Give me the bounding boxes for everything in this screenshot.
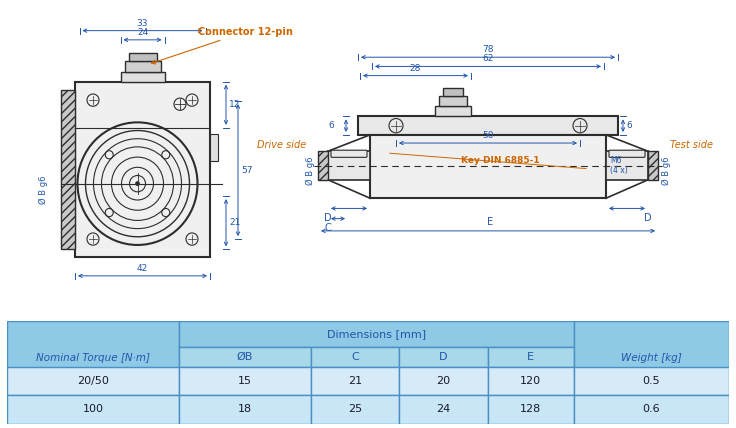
Text: 50: 50 [482, 131, 494, 140]
Bar [400, 347, 487, 367]
Text: Dimensions [mm]: Dimensions [mm] [327, 329, 426, 339]
Bar [574, 321, 729, 395]
Bar [358, 116, 618, 135]
Bar [400, 395, 487, 424]
Bar [311, 347, 400, 367]
Text: ØB: ØB [237, 352, 253, 362]
Text: 20/50: 20/50 [77, 376, 109, 386]
Bar [129, 53, 157, 61]
Text: 24: 24 [436, 404, 450, 414]
Bar [61, 90, 75, 249]
Bar [7, 395, 179, 424]
Bar [574, 367, 729, 395]
Bar [400, 367, 487, 395]
Text: 28: 28 [410, 63, 421, 72]
Text: 120: 120 [520, 376, 541, 386]
Text: 0.6: 0.6 [643, 404, 660, 414]
Text: 24: 24 [137, 28, 148, 37]
Text: Test side: Test side [670, 140, 713, 150]
Text: Nominal Torque [N·m]: Nominal Torque [N·m] [36, 353, 150, 363]
Circle shape [135, 181, 140, 186]
Bar [7, 367, 179, 395]
Text: 25: 25 [348, 404, 362, 414]
Text: Weight [kg]: Weight [kg] [621, 353, 682, 363]
Text: 0.5: 0.5 [643, 376, 660, 386]
Text: 18: 18 [238, 404, 252, 414]
Bar [443, 88, 463, 96]
Text: 78: 78 [482, 45, 494, 54]
Bar [487, 367, 574, 395]
Text: Drive side: Drive side [257, 140, 306, 150]
Text: D: D [644, 213, 652, 223]
Text: Connector 12-pin: Connector 12-pin [152, 27, 294, 64]
Text: 20: 20 [436, 376, 450, 386]
Bar [179, 395, 311, 424]
Text: Key DIN 6885-1: Key DIN 6885-1 [461, 156, 539, 165]
Text: 12: 12 [229, 100, 241, 109]
Bar [435, 106, 471, 116]
Bar [179, 347, 311, 367]
Bar [311, 367, 400, 395]
Bar [439, 96, 467, 106]
FancyBboxPatch shape [331, 150, 367, 158]
Bar [606, 151, 648, 180]
Text: M6
(4 x): M6 (4 x) [610, 156, 628, 175]
Text: D: D [439, 352, 447, 362]
Text: E: E [487, 217, 493, 227]
Bar [648, 151, 658, 180]
Text: 100: 100 [82, 404, 104, 414]
Bar [318, 151, 328, 180]
FancyBboxPatch shape [609, 150, 645, 158]
Text: 6: 6 [626, 121, 631, 130]
Bar [7, 321, 179, 395]
Bar [328, 151, 370, 180]
Bar [75, 82, 210, 258]
Bar [179, 367, 311, 395]
Bar [179, 321, 574, 347]
Text: Ø B g6: Ø B g6 [38, 175, 48, 204]
Text: E: E [527, 352, 534, 362]
Text: 57: 57 [241, 166, 252, 175]
Text: Ø B g6: Ø B g6 [305, 156, 314, 185]
Text: 21: 21 [348, 376, 362, 386]
Text: 62: 62 [482, 54, 494, 63]
Bar [370, 135, 606, 198]
Text: D: D [324, 213, 332, 223]
Bar [487, 395, 574, 424]
Text: 21: 21 [229, 218, 241, 227]
Bar [124, 61, 160, 71]
Bar [311, 395, 400, 424]
Text: 33: 33 [137, 18, 148, 27]
Text: C: C [351, 352, 359, 362]
Text: C: C [325, 223, 331, 233]
Text: 128: 128 [520, 404, 541, 414]
Text: 15: 15 [238, 376, 252, 386]
Bar [487, 347, 574, 367]
Bar [210, 134, 218, 161]
Bar [121, 71, 165, 82]
Text: 42: 42 [137, 264, 148, 273]
Text: 6: 6 [328, 121, 334, 130]
Bar [574, 395, 729, 424]
Text: Ø B g6: Ø B g6 [662, 156, 670, 185]
